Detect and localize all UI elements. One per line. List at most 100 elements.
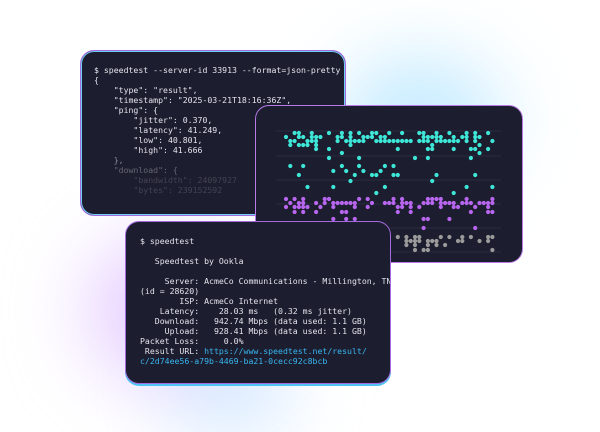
upper-dot	[490, 184, 495, 190]
middle-dot	[344, 209, 349, 215]
middle-dot	[326, 196, 332, 202]
upper-dot	[374, 172, 379, 178]
upper-dot	[473, 146, 478, 152]
middle-dot	[288, 200, 293, 206]
upper-dot	[434, 138, 439, 144]
upper-dot	[374, 190, 379, 196]
upper-dot	[430, 146, 435, 152]
middle-dot	[425, 216, 430, 222]
upper-dot	[352, 138, 357, 144]
middle-dot	[382, 200, 387, 206]
upper-dot	[314, 134, 319, 140]
upper-dot	[339, 130, 344, 136]
middle-dot	[447, 200, 452, 206]
upper-dot	[314, 142, 319, 148]
upper-dot	[357, 163, 362, 169]
upper-dot	[301, 134, 306, 140]
middle-dot	[331, 200, 336, 206]
middle-dot	[425, 200, 430, 206]
upper-dot	[305, 142, 310, 148]
middle-dot	[318, 204, 323, 210]
lower-dot	[460, 234, 465, 240]
middle-dot	[352, 204, 357, 210]
upper-dot	[417, 130, 422, 136]
lower-dot	[425, 247, 430, 253]
middle-dot	[391, 200, 396, 206]
middle-dot	[451, 200, 456, 206]
latency-line: Latency: 28.03 ms (0.32 ms jitter)	[140, 306, 352, 316]
middle-dot	[292, 209, 297, 215]
lower-dot	[434, 242, 439, 248]
lower-dot	[490, 234, 495, 240]
upper-dot	[395, 138, 400, 144]
upper-dot	[382, 163, 387, 169]
upper-dot	[288, 142, 293, 148]
middle-dot	[421, 225, 426, 231]
upper-dot	[348, 178, 353, 184]
upper-dot	[382, 134, 387, 140]
upper-dot	[314, 146, 319, 152]
result-url-link[interactable]: https://www.speedtest.net/result/	[204, 346, 367, 356]
lower-dot	[460, 238, 465, 244]
middle-dot	[464, 196, 469, 202]
lower-dot	[486, 238, 491, 244]
upper-dot	[314, 138, 319, 144]
lower-dot	[412, 238, 418, 244]
middle-dot	[322, 200, 327, 206]
middle-dot	[339, 209, 344, 215]
middle-dot	[322, 196, 327, 202]
json-line: "timestamp": "2025-03-21T18:16:36Z",	[94, 95, 292, 105]
middle-dot	[335, 200, 340, 206]
middle-dot	[473, 204, 478, 210]
middle-dot	[283, 204, 289, 210]
middle-dot	[348, 200, 353, 206]
upper-dot	[361, 168, 366, 174]
result-url-link-continued[interactable]: c/2d74ee56-a79b-4469-ba21-0cecc92c8bcb	[140, 356, 328, 366]
upper-dot	[309, 138, 314, 144]
upper-dot	[382, 184, 387, 190]
json-line: "bytes": 239152592	[94, 185, 223, 195]
upper-dot	[391, 138, 396, 144]
upper-dot	[473, 138, 478, 144]
upper-dot	[309, 134, 314, 140]
packet-loss-line: Packet Loss: 0.0%	[140, 336, 244, 346]
middle-dot	[339, 200, 344, 206]
upper-dot	[451, 138, 456, 144]
json-line: "bandwidth": 24097927	[94, 175, 237, 185]
upper-dot	[288, 163, 293, 169]
upper-dot	[283, 134, 289, 140]
lower-dot	[404, 242, 409, 248]
middle-dot	[408, 209, 413, 215]
lower-dot	[417, 238, 422, 244]
lower-dot	[425, 238, 430, 244]
lower-dot	[408, 238, 413, 244]
upper-dot	[434, 130, 439, 136]
middle-dot	[455, 204, 461, 210]
lower-dot	[447, 234, 452, 240]
middle-dot	[301, 204, 306, 210]
upper-dot	[374, 130, 379, 136]
upper-dot	[464, 130, 469, 136]
middle-dot	[408, 204, 413, 210]
middle-dot	[434, 196, 439, 202]
upper-dot	[412, 155, 418, 161]
lower-dot	[395, 234, 400, 240]
json-line: "high": 41.666	[94, 145, 203, 155]
middle-dot	[305, 204, 310, 210]
upper-dot	[464, 184, 469, 190]
upper-dot	[318, 134, 323, 140]
middle-dot	[417, 204, 422, 210]
middle-dot	[477, 200, 482, 206]
upper-dot	[348, 142, 353, 148]
upper-dot	[434, 172, 439, 178]
upper-dot	[408, 138, 413, 144]
upper-dot	[301, 142, 306, 148]
json-line: "ping": {	[94, 105, 159, 115]
middle-dot	[421, 200, 426, 206]
middle-dot	[292, 204, 297, 210]
upper-dot	[292, 130, 297, 136]
lower-dot	[417, 234, 422, 240]
upper-dot	[464, 138, 469, 144]
upper-dot	[305, 138, 310, 144]
upper-dot	[464, 134, 469, 140]
